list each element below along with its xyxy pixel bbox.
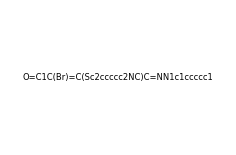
Text: O=C1C(Br)=C(Sc2ccccc2NC)C=NN1c1ccccc1: O=C1C(Br)=C(Sc2ccccc2NC)C=NN1c1ccccc1 [23,73,213,82]
